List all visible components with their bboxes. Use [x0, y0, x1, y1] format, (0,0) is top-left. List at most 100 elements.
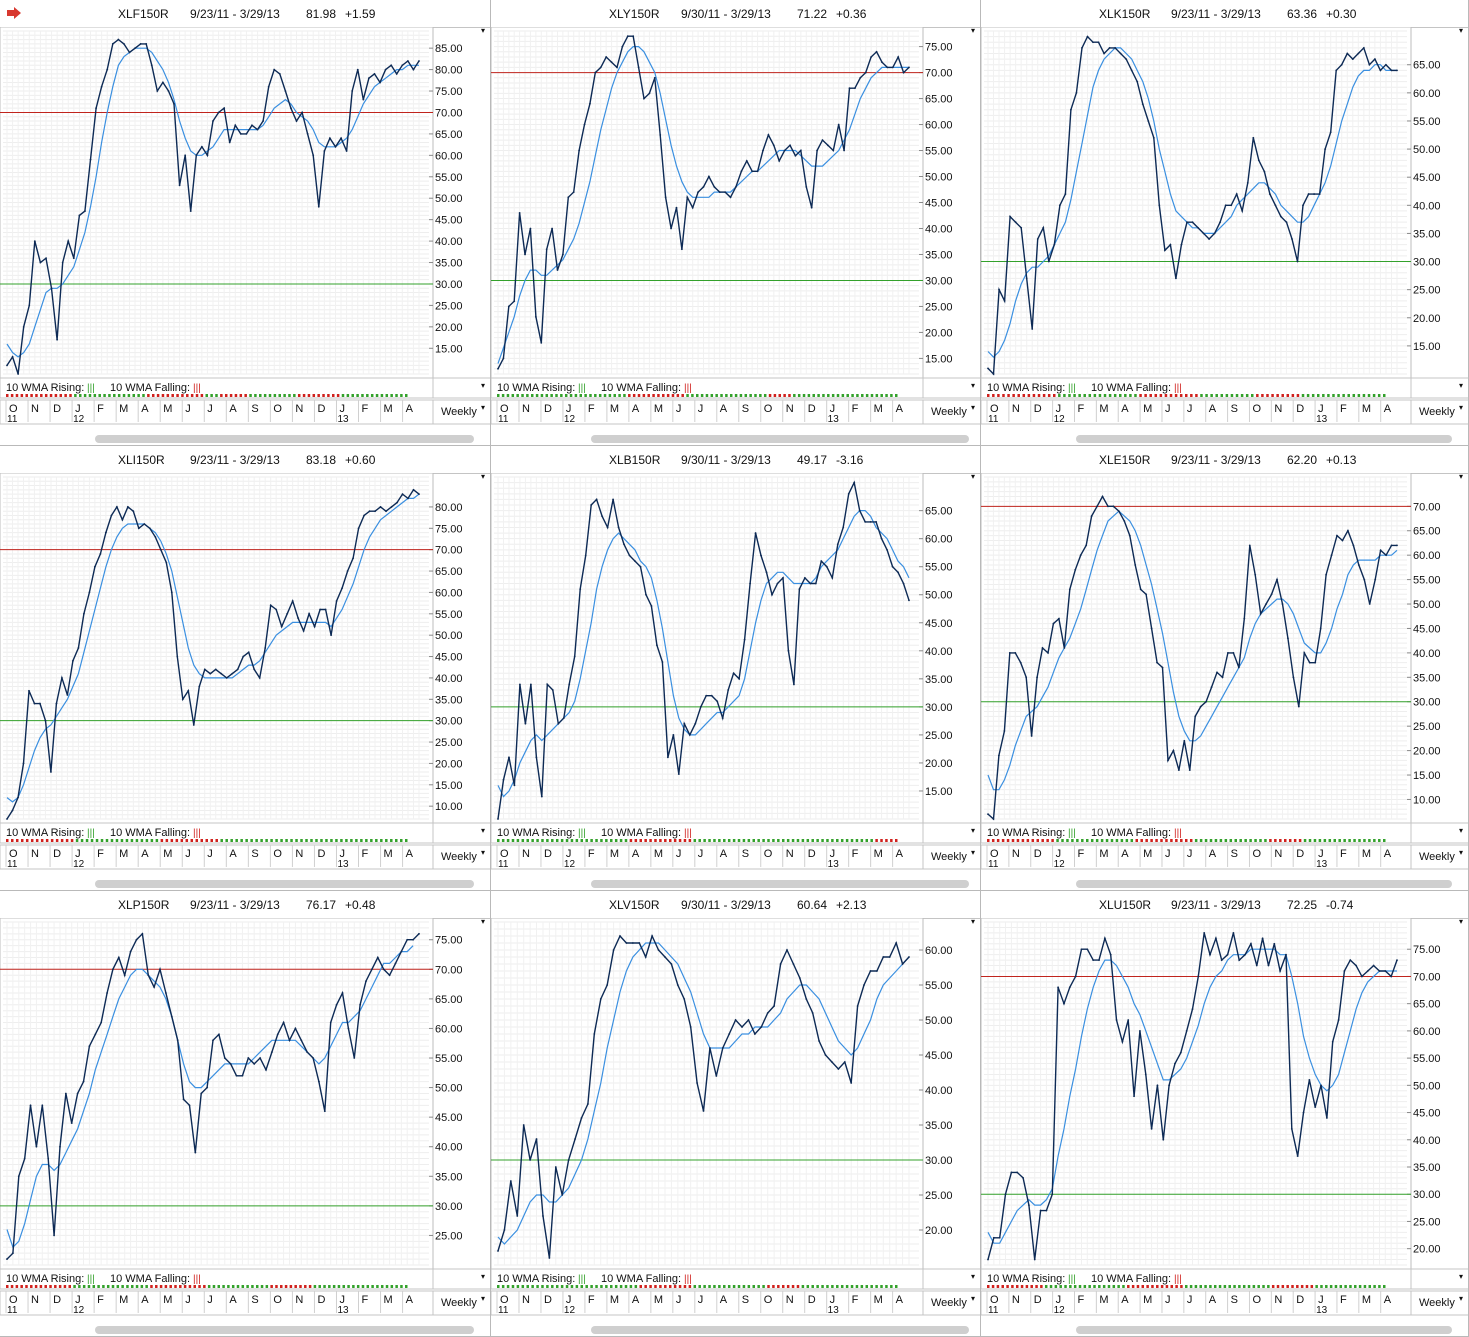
month-label: F [97, 403, 104, 415]
chart-panel-xly150r[interactable]: XLY150R 9/30/11 - 3/29/13 71.22 +0.36 ▾ 75.00… [491, 0, 981, 446]
wma-signal-mark [160, 839, 164, 842]
price-point [612, 498, 614, 501]
horizontal-scrollbar[interactable] [591, 1326, 969, 1334]
period-label[interactable]: Weekly [1419, 406, 1455, 418]
period-label[interactable]: Weekly [441, 406, 477, 418]
chart-menu-arrow-icon[interactable]: ▾ [971, 472, 976, 481]
wma-signal-mark [639, 1285, 642, 1288]
period-dropdown-icon[interactable]: ▾ [971, 403, 975, 412]
chart-panel-xle150r[interactable]: XLE150R 9/23/11 - 3/29/13 62.20 +0.13 ▾ 70.00… [981, 446, 1469, 891]
wma-signal-mark [1135, 839, 1138, 842]
horizontal-scrollbar[interactable] [95, 880, 474, 888]
signal-dropdown-icon[interactable]: ▾ [971, 826, 975, 835]
period-dropdown-icon[interactable]: ▾ [971, 848, 975, 857]
price-point [1025, 676, 1028, 679]
period-label[interactable]: Weekly [931, 851, 967, 863]
chart-menu-arrow-icon[interactable]: ▾ [971, 917, 976, 926]
wma-signal-mark [325, 839, 328, 842]
price-point [1139, 1029, 1141, 1032]
price-point [1186, 221, 1188, 224]
chart-menu-arrow-icon[interactable]: ▾ [1459, 26, 1464, 35]
price-point [200, 145, 203, 148]
chart-panel-xlv150r[interactable]: XLV150R 9/30/11 - 3/29/13 60.64 +2.13 ▾ 60.00… [491, 891, 981, 1337]
signal-dropdown-icon[interactable]: ▾ [481, 826, 485, 835]
wma-signal-mark [1240, 394, 1244, 397]
price-chart: 65.0060.0055.0050.0045.0040.0035.0030.00… [491, 473, 980, 870]
period-label[interactable]: Weekly [931, 1297, 967, 1309]
chart-panel-xlk150r[interactable]: XLK150R 9/23/11 - 3/29/13 63.36 +0.30 ▾ 65.00… [981, 0, 1469, 446]
wma-signal-mark [826, 839, 829, 842]
period-dropdown-icon[interactable]: ▾ [481, 403, 485, 412]
wma-signal-mark [83, 394, 87, 397]
wma-signal-mark [501, 394, 505, 397]
horizontal-scrollbar[interactable] [1076, 880, 1452, 888]
month-label: M [163, 1294, 172, 1306]
wma-signal-mark [634, 1285, 638, 1288]
chart-panel-xlb150r[interactable]: XLB150R 9/30/11 - 3/29/13 49.17 -3.16 ▾ 65.00… [491, 446, 981, 891]
signal-dropdown-icon[interactable]: ▾ [1459, 1272, 1463, 1281]
price-point [368, 510, 371, 513]
signal-dropdown-icon[interactable]: ▾ [971, 381, 975, 390]
chart-panel-xlp150r[interactable]: XLP150R 9/23/11 - 3/29/13 76.17 +0.48 ▾ 75.00… [0, 891, 491, 1337]
horizontal-scrollbar[interactable] [1076, 1326, 1452, 1334]
month-label: D [317, 848, 325, 860]
wma-signal-mark [991, 1285, 995, 1288]
y-tick-label: 35.00 [1413, 672, 1441, 684]
rising-marker: ||| [578, 828, 586, 839]
wma-signal-mark [356, 1285, 360, 1288]
chart-menu-arrow-icon[interactable]: ▾ [971, 26, 976, 35]
signal-dropdown-icon[interactable]: ▾ [1459, 826, 1463, 835]
period-label[interactable]: Weekly [1419, 851, 1455, 863]
month-label: J [185, 403, 191, 415]
last-price: 83.18 [306, 453, 337, 467]
period-dropdown-icon[interactable]: ▾ [1459, 1294, 1463, 1303]
horizontal-scrollbar[interactable] [591, 880, 969, 888]
horizontal-scrollbar[interactable] [95, 435, 474, 443]
period-dropdown-icon[interactable]: ▾ [971, 1294, 975, 1303]
chart-menu-arrow-icon[interactable]: ▾ [1459, 472, 1464, 481]
price-point [302, 630, 305, 632]
red-arrow-icon[interactable] [6, 6, 22, 20]
wma-signal-mark [836, 1285, 839, 1288]
price-point [72, 659, 74, 662]
chart-menu-arrow-icon[interactable]: ▾ [481, 917, 486, 926]
price-point [789, 144, 791, 147]
period-dropdown-icon[interactable]: ▾ [1459, 403, 1463, 412]
wma-signal-mark [1036, 839, 1039, 842]
price-point [567, 196, 570, 199]
period-label[interactable]: Weekly [1419, 1297, 1455, 1309]
signal-dropdown-icon[interactable]: ▾ [481, 381, 485, 390]
signal-dropdown-icon[interactable]: ▾ [971, 1272, 975, 1281]
price-point [1191, 221, 1194, 224]
chart-panel-xli150r[interactable]: XLI150R 9/23/11 - 3/29/13 83.18 +0.60 ▾ 80.00… [0, 446, 491, 891]
wma-signal-mark [1300, 1285, 1304, 1288]
chart-menu-arrow-icon[interactable]: ▾ [481, 472, 486, 481]
wma-line [497, 942, 910, 1245]
wma-signal-mark [1020, 1285, 1024, 1288]
period-label[interactable]: Weekly [441, 1297, 477, 1309]
horizontal-scrollbar[interactable] [1076, 435, 1452, 443]
period-label[interactable]: Weekly [441, 851, 477, 863]
chart-panel-xlf150r[interactable]: XLF150R 9/23/11 - 3/29/13 81.98 +1.59 ▾ 85.00… [0, 0, 491, 446]
wma-signal-mark [749, 394, 752, 397]
period-dropdown-icon[interactable]: ▾ [481, 848, 485, 857]
signal-dropdown-icon[interactable]: ▾ [481, 1272, 485, 1281]
wma-signal-mark [1081, 839, 1084, 842]
wma-signal-mark [1149, 394, 1152, 397]
period-dropdown-icon[interactable]: ▾ [481, 1294, 485, 1303]
wma-signal-mark [575, 839, 579, 842]
chart-menu-arrow-icon[interactable]: ▾ [481, 26, 486, 35]
horizontal-scrollbar[interactable] [591, 435, 969, 443]
price-point [1150, 627, 1153, 630]
signal-dropdown-icon[interactable]: ▾ [1459, 381, 1463, 390]
period-label[interactable]: Weekly [931, 406, 967, 418]
price-point [605, 56, 608, 58]
wma-signal-mark [1249, 839, 1252, 842]
wma-signal-mark [565, 839, 569, 842]
month-label: M [654, 403, 663, 415]
chart-menu-arrow-icon[interactable]: ▾ [1459, 917, 1464, 926]
wma-signal-mark [1165, 1285, 1169, 1288]
period-dropdown-icon[interactable]: ▾ [1459, 848, 1463, 857]
horizontal-scrollbar[interactable] [95, 1326, 474, 1334]
chart-panel-xlu150r[interactable]: XLU150R 9/23/11 - 3/29/13 72.25 -0.74 ▾ 75.00… [981, 891, 1469, 1337]
